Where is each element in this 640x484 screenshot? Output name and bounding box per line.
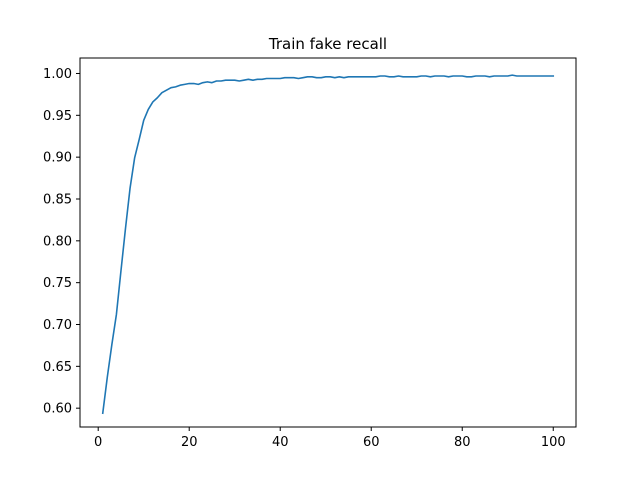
y-tick-label: 0.60 [43,402,72,417]
plot-area: 0 20 40 60 80 100 0.60 0.65 0.70 0.75 0.80 0.85 0.90… [43,57,577,450]
y-tick-label: 0.70 [43,318,72,333]
x-tick-label: 0 [94,435,102,450]
series-line-0 [101,74,555,415]
x-tick-label: 100 [541,435,566,450]
x-tick-label: 40 [272,435,289,450]
y-tick-label: 0.90 [43,151,72,166]
y-tick-label: 0.95 [43,109,72,124]
x-tick-label: 20 [181,435,198,450]
chart-title: Train fake recall [268,35,387,53]
axes-frame [79,57,577,428]
y-tick-label: 0.75 [43,276,72,291]
y-tick-label: 0.65 [43,360,72,375]
x-tick-label: 60 [363,435,380,450]
y-tick-label: 0.85 [43,192,72,207]
x-tick-label: 80 [454,435,471,450]
y-tick-label: 1.00 [43,67,72,82]
y-tick-label: 0.80 [43,234,72,249]
